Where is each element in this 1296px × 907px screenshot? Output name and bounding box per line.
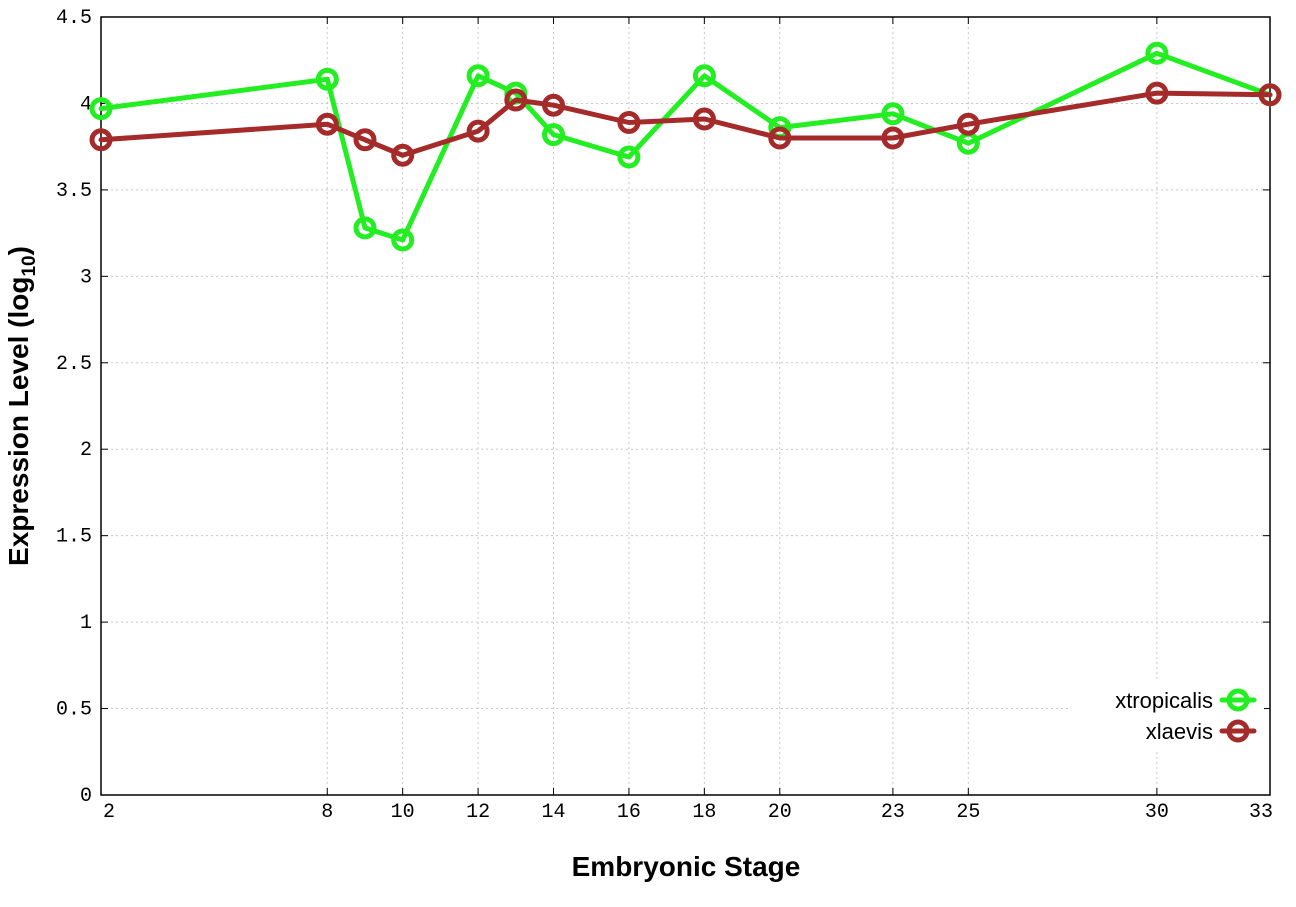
data-point-xlaevis <box>542 93 565 117</box>
data-point-xtropicalis <box>881 102 905 126</box>
data-point-xtropicalis <box>542 123 565 147</box>
y-tick-label: 2 <box>80 439 92 462</box>
y-tick-label: 1.5 <box>56 526 92 549</box>
x-tick-label: 20 <box>768 801 792 824</box>
x-axis-title: Embryonic Stage <box>572 851 801 882</box>
data-point-xlaevis <box>353 128 377 152</box>
data-point-xtropicalis <box>315 67 339 91</box>
legend-marker-xtropicalis <box>1226 688 1250 712</box>
y-tick-label: 4.5 <box>56 7 92 30</box>
y-axis-title-subscript: 10 <box>19 255 40 276</box>
data-point-xlaevis <box>768 126 792 150</box>
y-tick-label: 2.5 <box>56 353 92 376</box>
y-tick-label: 4 <box>80 93 92 116</box>
x-tick-label: 16 <box>617 801 641 824</box>
data-point-xlaevis <box>315 112 339 136</box>
data-point-xlaevis <box>881 126 905 150</box>
y-tick-label: 0.5 <box>56 699 92 722</box>
y-tick-label: 3 <box>80 266 92 289</box>
data-point-xtropicalis <box>353 216 377 240</box>
y-tick-label: 3.5 <box>56 180 92 203</box>
data-point-xlaevis <box>89 128 113 152</box>
legend-label-xtropicalis: xtropicalis <box>1115 688 1213 713</box>
x-tick-label: 14 <box>542 801 566 824</box>
x-tick-label: 12 <box>466 801 490 824</box>
data-point-xlaevis <box>504 88 528 112</box>
x-tick-label: 33 <box>1249 801 1273 824</box>
data-point-xlaevis <box>466 119 490 143</box>
x-tick-label: 10 <box>391 801 415 824</box>
legend-marker-xlaevis <box>1226 719 1250 743</box>
data-point-xtropicalis <box>466 64 490 88</box>
data-point-xlaevis <box>692 107 716 131</box>
y-axis-title-close: ) <box>3 246 34 255</box>
y-tick-label: 1 <box>80 612 92 635</box>
y-tick-label: 0 <box>80 785 92 808</box>
x-tick-label: 18 <box>692 801 716 824</box>
x-tick-label: 23 <box>881 801 905 824</box>
series-line-xtropicalis <box>98 50 1273 243</box>
data-point-xlaevis <box>956 112 980 136</box>
data-point-xlaevis <box>1258 83 1282 107</box>
x-tick-label: 8 <box>321 801 333 824</box>
data-point-xtropicalis <box>391 228 415 252</box>
y-axis-title: Expression Level (log10) <box>3 246 40 566</box>
data-series <box>89 41 1282 252</box>
data-point-xtropicalis <box>692 64 716 88</box>
x-tick-label: 25 <box>956 801 980 824</box>
legend: xtropicalis xlaevis <box>1068 682 1264 750</box>
plot-frame <box>100 16 1271 796</box>
axis-ticks: 0 0.5 1 1.5 2 2.5 3 3.5 4 4.5 2 8 10 12 14 16 18 20 23 25 30… <box>56 7 1273 824</box>
series-line-xlaevis <box>98 90 1273 158</box>
x-tick-label: 30 <box>1145 801 1169 824</box>
grid-lines <box>101 17 1270 795</box>
y-axis-title-main: Expression Level (log <box>3 277 34 566</box>
data-point-xtropicalis <box>89 97 113 121</box>
data-point-xlaevis <box>617 111 641 134</box>
series-xtropicalis <box>89 41 1282 252</box>
data-point-xlaevis <box>1145 81 1169 105</box>
legend-label-xlaevis: xlaevis <box>1146 719 1213 744</box>
data-point-xtropicalis <box>1145 41 1169 65</box>
data-point-xtropicalis <box>617 145 641 169</box>
x-tick-label: 2 <box>103 801 115 824</box>
data-point-xlaevis <box>391 143 415 167</box>
series-xlaevis <box>89 81 1282 167</box>
